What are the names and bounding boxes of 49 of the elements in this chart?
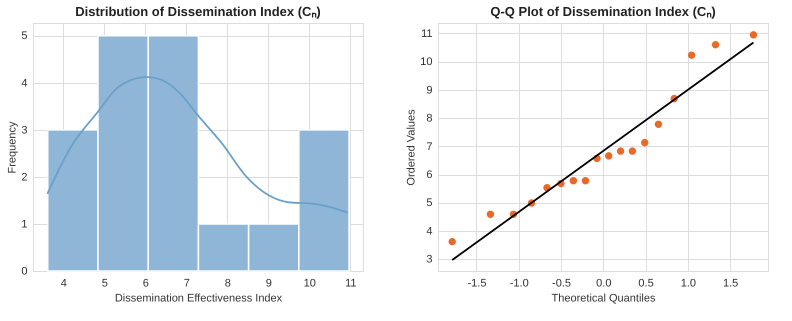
x-tick-label: 7 [184, 278, 190, 290]
y-tick-label: 4 [426, 225, 432, 238]
y-axis-title: Frequency [6, 121, 18, 174]
x-tick-label: 10 [304, 278, 316, 290]
y-tick-label: 4 [21, 77, 28, 90]
x-tick-label: 1.0 [680, 278, 696, 290]
x-tick-label: 5 [102, 278, 108, 290]
point [582, 177, 590, 184]
point [750, 31, 758, 39]
x-tick-label: 9 [266, 278, 272, 290]
x-tick-label: 0.0 [596, 278, 612, 290]
point [486, 210, 494, 218]
y-tick-label: 2 [21, 171, 28, 184]
x-tick-label: -1.0 [510, 278, 529, 290]
y-tick-label: 10 [420, 56, 432, 68]
x-axis-title: Dissemination Effectiveness Index [114, 292, 283, 304]
chart-title: Q-Q Plot of Dissemination Index (Cₙ) [490, 4, 716, 19]
point [654, 120, 662, 128]
y-tick-label: 11 [421, 28, 432, 40]
x-tick-label: -1.5 [467, 278, 486, 290]
x-tick-label: 6 [142, 278, 149, 290]
x-tick-label: 4 [60, 278, 67, 290]
y-tick-label: 7 [426, 140, 432, 153]
point [641, 138, 648, 146]
y-tick-label: 1 [21, 218, 28, 230]
y-tick-label: 5 [21, 30, 28, 42]
line-series [46, 76, 349, 214]
x-tick-label: 0.5 [638, 278, 654, 290]
point [570, 177, 578, 184]
x-tick-label: 1.5 [722, 278, 738, 290]
y-tick-label: 8 [426, 112, 432, 125]
y-axis-title: Ordered Values [405, 108, 418, 186]
y-tick-label: 3 [21, 124, 28, 136]
x-tick-label: 11 [345, 278, 357, 290]
point [616, 147, 624, 155]
x-axis-title: Theoretical Quantiles [552, 292, 656, 304]
point [688, 51, 696, 59]
y-tick-label: 0 [21, 266, 28, 278]
point [712, 41, 720, 48]
chart-title: Distribution of Dissemination Index (Cₙ) [75, 4, 321, 19]
x-tick-label: -0.5 [552, 278, 572, 290]
x-tick-label: 8 [224, 278, 231, 290]
y-tick-label: 3 [426, 254, 432, 266]
y-tick-label: 5 [426, 197, 432, 210]
y-tick-label: 9 [426, 84, 432, 96]
point [448, 238, 456, 246]
y-tick-label: 6 [426, 169, 432, 182]
point [605, 152, 612, 160]
point [628, 147, 636, 155]
